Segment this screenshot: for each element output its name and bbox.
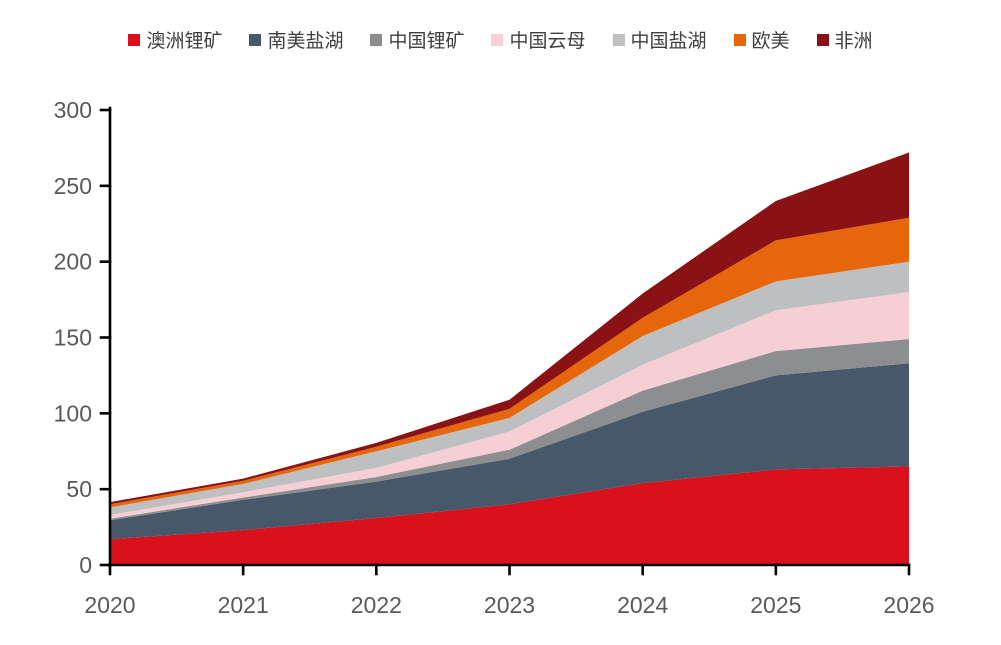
legend-swatch-icon bbox=[249, 33, 262, 46]
area-series-2 bbox=[110, 339, 909, 521]
area-series-6 bbox=[110, 152, 909, 505]
legend-item-4: 中国盐湖 bbox=[612, 26, 707, 53]
y-tick-label-100: 100 bbox=[54, 400, 92, 426]
legend-label: 非洲 bbox=[834, 31, 873, 52]
legend-item-1: 南美盐湖 bbox=[249, 26, 343, 53]
area-series-0 bbox=[110, 466, 909, 565]
y-tick-label-150: 150 bbox=[54, 325, 92, 351]
legend-swatch-icon bbox=[128, 33, 141, 46]
legend-item-0: 澳洲锂矿 bbox=[128, 26, 222, 53]
legend-swatch-icon bbox=[816, 33, 829, 46]
area-series-4 bbox=[110, 261, 909, 515]
x-tick-label-2020: 2020 bbox=[84, 592, 135, 618]
legend-item-3: 中国云母 bbox=[491, 26, 586, 53]
x-tick-label-2026: 2026 bbox=[883, 592, 934, 618]
legend-label: 中国锂矿 bbox=[388, 31, 465, 52]
x-tick-label-2021: 2021 bbox=[218, 592, 269, 618]
y-tick-label-200: 200 bbox=[54, 249, 92, 275]
y-tick-label-300: 300 bbox=[54, 97, 92, 123]
chart-legend: 澳洲锂矿 南美盐湖 中国锂矿 中国云母 中国盐湖 欧美 非洲 bbox=[0, 26, 1001, 53]
legend-swatch-icon bbox=[370, 33, 383, 46]
legend-swatch-icon bbox=[491, 33, 504, 46]
legend-swatch-icon bbox=[733, 33, 746, 46]
x-tick-label-2022: 2022 bbox=[351, 592, 402, 618]
area-series-1 bbox=[110, 363, 909, 540]
y-tick-label-0: 0 bbox=[79, 552, 92, 578]
area-series-3 bbox=[110, 292, 909, 519]
legend-label: 欧美 bbox=[751, 31, 790, 52]
legend-item-6: 非洲 bbox=[816, 26, 873, 53]
legend-label: 澳洲锂矿 bbox=[146, 31, 223, 52]
y-tick-label-250: 250 bbox=[54, 173, 92, 199]
axes bbox=[99, 106, 911, 576]
x-tick-label-2025: 2025 bbox=[750, 592, 801, 618]
legend-swatch-icon bbox=[612, 33, 625, 46]
x-tick-label-2023: 2023 bbox=[484, 592, 535, 618]
legend-item-2: 中国锂矿 bbox=[370, 26, 464, 53]
x-tick-label-2024: 2024 bbox=[617, 592, 668, 618]
legend-label: 中国盐湖 bbox=[630, 31, 707, 52]
y-tick-label-50: 50 bbox=[66, 476, 92, 502]
legend-label: 南美盐湖 bbox=[267, 31, 344, 52]
area-series-5 bbox=[110, 217, 909, 508]
legend-item-5: 欧美 bbox=[733, 26, 790, 53]
legend-label: 中国云母 bbox=[509, 31, 586, 52]
